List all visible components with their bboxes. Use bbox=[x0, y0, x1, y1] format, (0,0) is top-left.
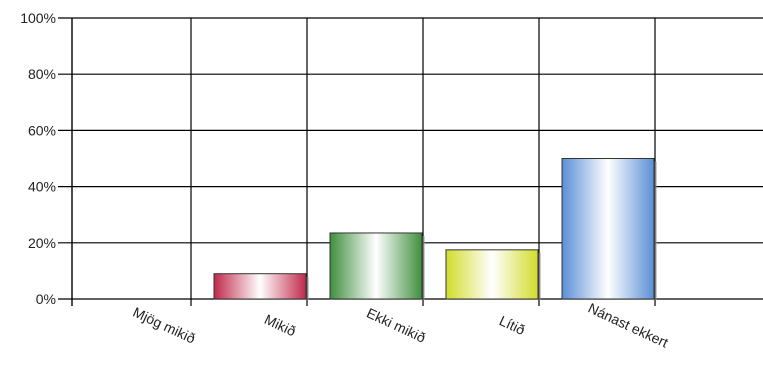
bars bbox=[213, 158, 657, 300]
category-label: Lítið bbox=[497, 312, 528, 338]
bar-1 bbox=[213, 273, 307, 300]
bar-3 bbox=[445, 249, 539, 300]
y-tick-label: 60% bbox=[28, 122, 56, 138]
y-tick-label: 20% bbox=[28, 235, 56, 251]
bar-4 bbox=[561, 158, 655, 300]
category-label: Mjög mikið bbox=[131, 304, 199, 347]
category-label: Mikið bbox=[262, 311, 299, 339]
category-label: Ekki mikið bbox=[364, 305, 428, 346]
y-tick-label: 80% bbox=[28, 66, 56, 82]
bar-2 bbox=[329, 232, 423, 300]
y-tick-label: 100% bbox=[20, 10, 56, 26]
y-tick-label: 40% bbox=[28, 179, 56, 195]
y-tick-label: 0% bbox=[36, 291, 56, 307]
category-label: Nánast ekkert bbox=[586, 300, 671, 351]
grid-lines bbox=[58, 17, 763, 306]
